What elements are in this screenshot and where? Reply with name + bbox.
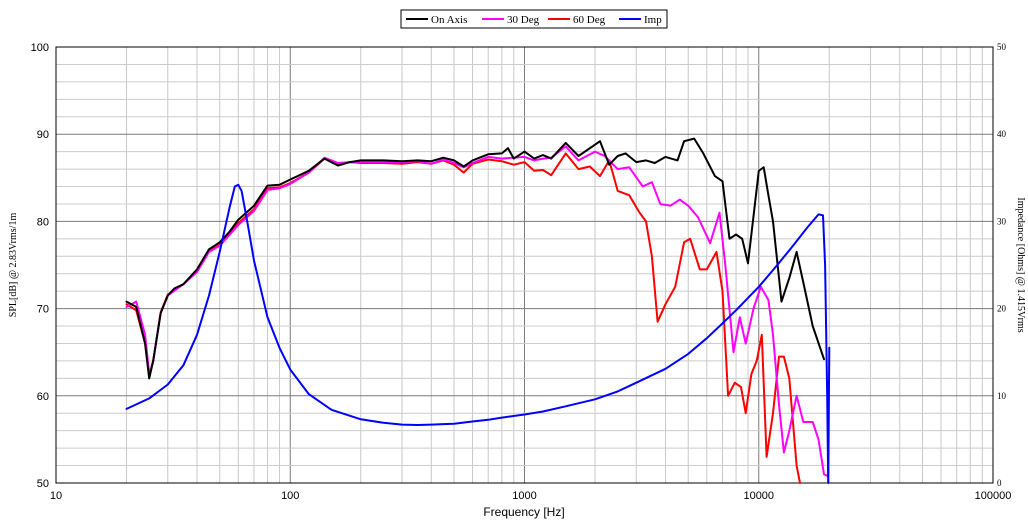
- x-tick-label: 100: [281, 490, 299, 502]
- legend-label: On Axis: [431, 14, 467, 26]
- y2-tick-label: 0: [997, 478, 1002, 488]
- y-tick-label: 70: [37, 304, 49, 316]
- series-line-imp: [125, 183, 831, 484]
- x-tick-label: 100000: [975, 490, 1012, 502]
- y-tick-label: 90: [37, 129, 49, 141]
- y-tick-label: 80: [37, 216, 49, 228]
- y2-tick-label: 40: [997, 129, 1007, 139]
- y2-tick-label: 20: [997, 304, 1007, 314]
- y2-tick-label: 50: [997, 42, 1007, 52]
- x-tick-label: 10000: [743, 490, 774, 502]
- series-line-on-axis: [125, 137, 825, 380]
- y-axis-ticks: 50 60 70 80 90 100: [31, 42, 49, 490]
- series-layer: [125, 137, 831, 484]
- grid: [56, 47, 993, 483]
- y2-tick-label: 10: [997, 391, 1007, 401]
- x-axis-ticks: 10 100 1000 10000 100000: [50, 490, 1011, 502]
- legend-label: 30 Deg: [507, 14, 540, 26]
- legend: On Axis 30 Deg 60 Deg Imp: [400, 9, 668, 29]
- series-line-30-deg: [125, 145, 829, 477]
- x-tick-label: 10: [50, 490, 62, 502]
- y-tick-label: 60: [37, 391, 49, 403]
- legend-label: 60 Deg: [573, 14, 606, 26]
- y-axis-title: SPL[dB] @ 2.83Vrms/1m: [8, 213, 19, 318]
- x-tick-label: 1000: [512, 490, 536, 502]
- plot-frame: [55, 46, 994, 484]
- y-tick-label: 100: [31, 42, 49, 54]
- y2-tick-label: 30: [997, 216, 1007, 226]
- x-axis-title: Frequency [Hz]: [483, 505, 564, 519]
- y2-axis-title: Impedance [Ohms] @ 1.415Vrms: [1015, 197, 1026, 332]
- legend-label: Imp: [644, 14, 662, 26]
- y2-axis-ticks: 0 10 20 30 40 50: [997, 42, 1007, 488]
- y-tick-label: 50: [37, 478, 49, 490]
- series-line-60-deg: [125, 152, 801, 484]
- legend-box: [400, 9, 668, 29]
